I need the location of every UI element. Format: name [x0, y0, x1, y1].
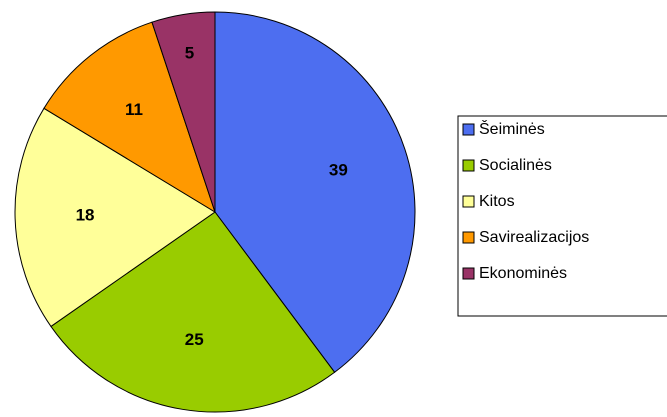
- pie-slice: [151, 11, 216, 213]
- legend-label: Socialinės: [479, 157, 552, 174]
- pie: 39 25 18 11 5: [14, 11, 416, 413]
- legend-swatch: [462, 159, 475, 172]
- legend: Šeiminės Socialinės Kitos Savirealizacijos E…: [462, 119, 589, 282]
- legend-label: Šeiminės: [479, 119, 545, 138]
- legend-box: [457, 115, 667, 317]
- pie-slice: [43, 21, 216, 214]
- pie-slice: [14, 107, 216, 328]
- data-label: 11: [125, 100, 143, 119]
- legend-swatch: [462, 123, 475, 136]
- data-label: 25: [185, 330, 204, 349]
- legend-swatch: [462, 267, 475, 280]
- pie-slice: [50, 211, 336, 413]
- legend-swatch: [462, 231, 475, 244]
- data-label: 5: [185, 44, 194, 63]
- legend-label: Savirealizacijos: [479, 229, 589, 246]
- legend-swatch: [462, 195, 475, 208]
- data-label: 18: [76, 206, 95, 225]
- data-label: 39: [329, 161, 348, 180]
- legend-label: Ekonominės: [479, 265, 567, 282]
- pie-slice: [214, 11, 416, 373]
- legend-label: Kitos: [479, 193, 515, 210]
